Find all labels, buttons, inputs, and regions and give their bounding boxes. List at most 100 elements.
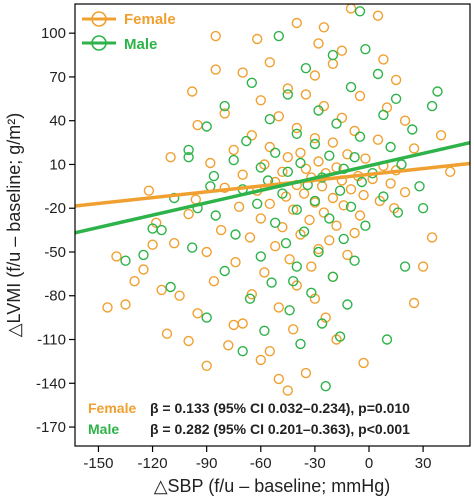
point-male-10 — [313, 105, 324, 116]
legend-marker-female — [91, 11, 107, 27]
point-female-8 — [309, 70, 321, 81]
point-female-28 — [408, 143, 420, 154]
point-male-49 — [324, 213, 335, 224]
point-female-112 — [183, 335, 194, 347]
point-female-51 — [316, 181, 328, 192]
point-male-46 — [291, 204, 302, 215]
point-female-115 — [426, 232, 438, 243]
regression-line-female — [74, 161, 471, 208]
point-female-4 — [372, 10, 384, 21]
point-female-32 — [282, 151, 293, 163]
annotation-male-text: β = 0.282 (95% CI 0.201–0.363), p<0.001 — [150, 421, 410, 437]
legend-label-male: Male — [124, 36, 157, 53]
y-tick-label: -20 — [44, 200, 66, 217]
legend-marker-male — [91, 35, 107, 51]
point-male-28 — [255, 162, 266, 173]
point-male-2 — [327, 49, 339, 61]
point-female-74 — [331, 220, 342, 231]
point-male-57 — [186, 242, 198, 253]
point-female-80 — [324, 235, 335, 246]
point-female-77 — [349, 227, 360, 239]
point-male-27 — [396, 159, 407, 170]
point-female-60 — [190, 194, 202, 205]
points-layer — [102, 3, 456, 396]
point-male-71 — [201, 312, 212, 323]
point-male-40 — [277, 188, 288, 199]
x-axis-title: △SBP (f/u – baseline; mmHg) — [154, 476, 391, 496]
point-female-128 — [336, 45, 348, 56]
point-female-125 — [186, 86, 198, 97]
point-female-96 — [309, 293, 321, 304]
point-male-62 — [291, 261, 302, 272]
point-female-117 — [408, 297, 420, 309]
point-female-55 — [399, 186, 411, 198]
regression-line-male — [74, 140, 471, 235]
legend: Female Male — [82, 11, 176, 53]
point-male-8 — [390, 93, 402, 105]
y-tick-label: -80 — [44, 288, 66, 305]
point-female-76 — [215, 224, 227, 236]
y-tick-label: 100 — [41, 25, 66, 42]
regression-annotations: Female β = 0.133 (95% CI 0.032–0.234), p… — [88, 400, 410, 437]
point-female-5 — [264, 57, 275, 68]
point-female-113 — [435, 130, 447, 141]
point-male-74 — [334, 331, 346, 342]
annotation-female-label: Female — [88, 400, 136, 416]
point-male-79 — [432, 86, 443, 97]
point-male-72 — [316, 318, 328, 329]
point-female-9 — [390, 74, 402, 86]
point-male-41 — [378, 191, 389, 202]
point-female-107 — [201, 360, 212, 371]
point-male-80 — [426, 100, 438, 112]
point-male-3 — [300, 62, 312, 74]
point-female-97 — [120, 299, 131, 310]
point-female-33 — [360, 153, 371, 164]
y-tick-label: 10 — [49, 156, 66, 173]
point-male-50 — [270, 217, 281, 229]
y-tick-label: 40 — [49, 113, 66, 130]
point-female-21 — [291, 122, 302, 134]
point-male-24 — [349, 151, 360, 163]
point-male-65 — [266, 277, 277, 288]
point-female-83 — [313, 243, 324, 255]
point-female-56 — [298, 188, 310, 199]
y-tick-label: -50 — [44, 244, 66, 261]
point-female-116 — [417, 261, 429, 272]
x-tick-label: 0 — [365, 455, 373, 472]
point-male-73 — [259, 325, 270, 336]
plot-frame — [74, 3, 471, 447]
point-female-90 — [259, 267, 270, 278]
point-female-114 — [445, 166, 456, 178]
point-female-49 — [385, 178, 396, 189]
point-female-127 — [228, 319, 239, 331]
point-female-53 — [345, 184, 357, 195]
point-female-25 — [372, 134, 384, 145]
point-female-87 — [230, 257, 241, 268]
point-female-1 — [291, 17, 302, 29]
point-male-16 — [291, 128, 302, 140]
x-tick-label: -120 — [138, 455, 168, 472]
y-axis-title: △LVMI (f/u – baseline; g/m²) — [4, 113, 24, 338]
point-male-22 — [270, 147, 281, 159]
point-female-2 — [210, 30, 221, 42]
point-female-118 — [129, 276, 140, 287]
point-female-35 — [205, 157, 216, 169]
point-male-21 — [183, 144, 194, 156]
point-female-110 — [255, 354, 266, 366]
point-male-19 — [309, 138, 321, 150]
point-female-100 — [320, 312, 331, 323]
point-female-102 — [288, 324, 299, 335]
point-male-14 — [201, 121, 212, 132]
point-female-106 — [264, 346, 275, 357]
point-female-103 — [161, 328, 173, 339]
point-female-86 — [284, 254, 295, 265]
x-axis: -150 -120 -90 -60 -30 0 30 — [83, 446, 431, 472]
annotation-male-label: Male — [88, 421, 119, 437]
point-male-70 — [284, 305, 295, 316]
point-male-32 — [208, 170, 220, 182]
point-male-9 — [219, 100, 230, 112]
y-tick-label: 70 — [49, 69, 66, 86]
point-female-19 — [399, 115, 411, 126]
point-male-84 — [156, 224, 167, 236]
